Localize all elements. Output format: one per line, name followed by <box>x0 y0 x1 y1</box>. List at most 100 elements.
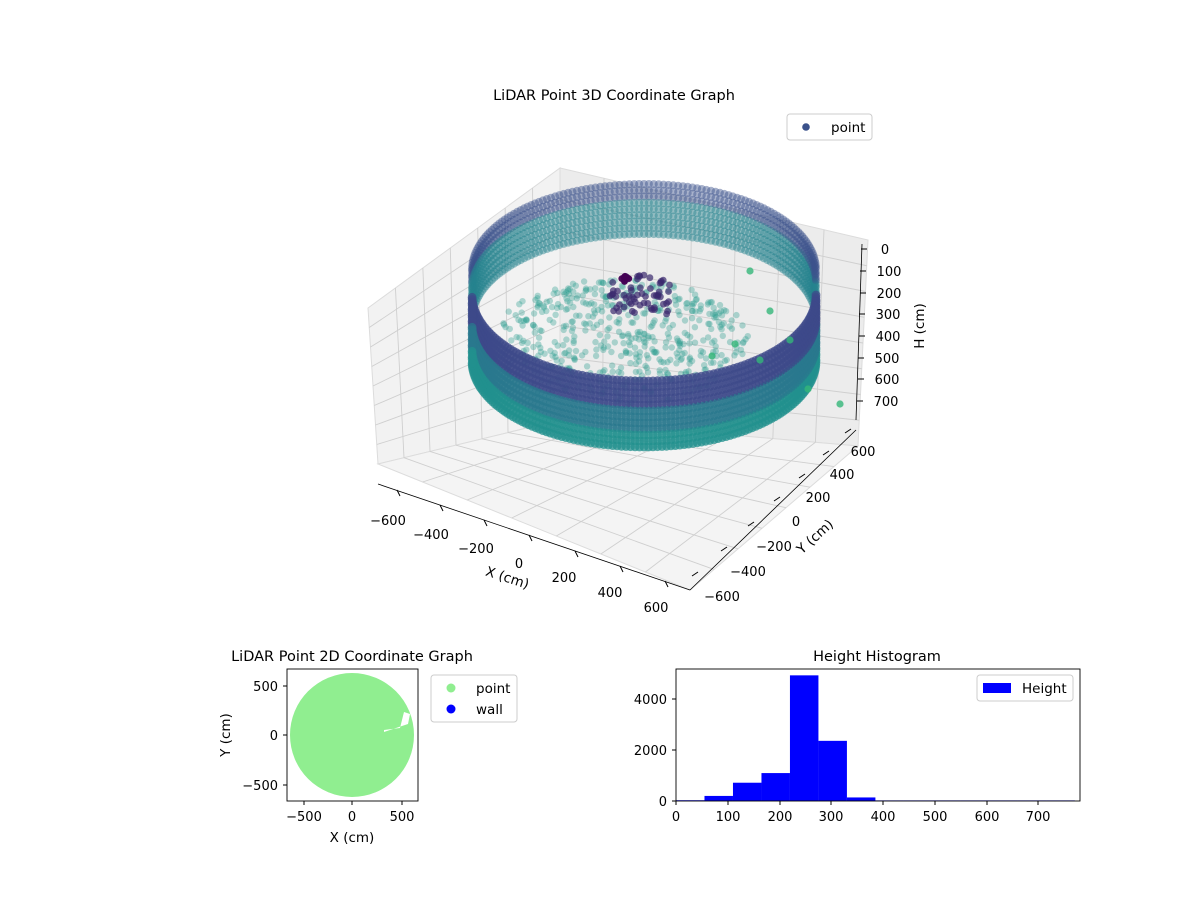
cloud-point <box>476 276 485 285</box>
cloud-point <box>615 320 622 327</box>
cloud-point <box>811 261 820 270</box>
cloud-point <box>776 263 785 272</box>
cloud-point <box>722 308 730 315</box>
cloud-point <box>535 204 543 213</box>
cloud-point <box>789 255 798 263</box>
cloud-point <box>806 275 815 284</box>
cloud-point <box>733 193 741 202</box>
legend-2d[interactable]: point wall <box>430 674 518 723</box>
legend-label: wall <box>476 702 503 718</box>
cloud-point <box>619 283 626 291</box>
cloud-point <box>620 199 629 208</box>
cloud-point <box>517 317 525 325</box>
cloud-point <box>568 318 575 326</box>
cloud-point <box>596 331 603 339</box>
cloud-point <box>576 312 583 319</box>
cloud-point <box>711 219 720 227</box>
cloud-point <box>520 235 529 244</box>
y-tick-label: −600 <box>704 590 740 605</box>
legend-3d[interactable]: point <box>786 113 873 141</box>
legend-histogram[interactable]: Height <box>976 674 1074 702</box>
cloud-point <box>566 285 573 293</box>
y-tick-label: 2000 <box>634 744 667 759</box>
cloud-point <box>468 276 477 284</box>
cloud-point <box>471 280 480 289</box>
cloud-point <box>591 301 598 308</box>
cloud-point <box>630 205 639 214</box>
cloud-point <box>808 261 817 270</box>
cloud-point <box>746 267 754 275</box>
cloud-point <box>516 206 525 215</box>
legend-marker-point <box>446 683 456 693</box>
cloud-point <box>693 190 702 199</box>
cloud-point <box>490 230 499 238</box>
legend-label: Height <box>1022 681 1067 697</box>
cloud-point <box>644 230 653 238</box>
cloud-point <box>733 243 741 252</box>
x-ticks: −600 −400 −200 0 200 400 600 <box>370 489 669 616</box>
cloud-point <box>573 224 581 233</box>
cloud-point <box>598 279 605 286</box>
cloud-point <box>770 209 778 218</box>
cloud-point <box>510 240 518 249</box>
cloud-point <box>732 349 740 356</box>
cloud-point <box>786 336 794 344</box>
cloud-point <box>485 246 494 255</box>
cloud-point <box>510 215 518 224</box>
cloud-point <box>792 232 801 241</box>
cloud-point <box>693 215 702 224</box>
cloud-point <box>475 254 483 263</box>
cloud-point <box>776 219 785 228</box>
cloud-point <box>803 245 812 254</box>
cloud-point <box>479 278 488 287</box>
cloud-point <box>551 242 560 251</box>
cloud-point <box>568 212 577 221</box>
cloud-point <box>475 241 483 250</box>
cloud-point <box>693 184 702 193</box>
cloud-point <box>766 226 775 235</box>
cloud-point <box>766 207 775 216</box>
y-tick-mark <box>822 450 830 456</box>
cloud-point <box>635 192 644 201</box>
x-tick-mark <box>439 504 444 512</box>
cloud-point <box>794 246 803 255</box>
cloud-point <box>551 211 560 220</box>
cloud-point <box>485 265 494 274</box>
cloud-point <box>582 222 591 231</box>
cloud-point <box>677 342 684 350</box>
cloud-point <box>625 205 634 214</box>
disc-notch <box>384 712 410 732</box>
cloud-point <box>674 219 683 228</box>
cloud-point <box>724 228 733 237</box>
cloud-point <box>728 198 737 207</box>
y-tick-mark <box>844 428 852 434</box>
cloud-point <box>681 329 688 337</box>
cloud-point <box>524 339 531 347</box>
cloud-point <box>688 307 696 314</box>
cloud-point <box>702 223 711 232</box>
cloud-point <box>693 196 702 205</box>
cloud-point <box>666 281 673 289</box>
cloud-point <box>664 330 672 337</box>
cloud-point <box>759 210 768 219</box>
cloud-point <box>505 308 512 315</box>
cloud-point <box>656 356 663 363</box>
x-tick-label: 400 <box>871 810 896 825</box>
cloud-point <box>697 203 706 212</box>
cloud-point <box>779 240 788 249</box>
cloud-point <box>684 299 691 307</box>
cloud-point <box>483 261 492 270</box>
cloud-point <box>803 283 812 292</box>
cloud-point <box>805 285 813 294</box>
cloud-point <box>506 325 513 333</box>
cloud-point <box>635 230 644 238</box>
cloud-point <box>563 336 570 343</box>
cloud-point <box>636 284 644 292</box>
cloud-point <box>582 203 591 212</box>
cloud-point <box>580 299 587 306</box>
cloud-point <box>808 267 817 276</box>
cloud-point <box>756 252 765 261</box>
cloud-point <box>495 250 504 259</box>
cloud-point <box>805 260 813 269</box>
cloud-point <box>691 324 699 331</box>
